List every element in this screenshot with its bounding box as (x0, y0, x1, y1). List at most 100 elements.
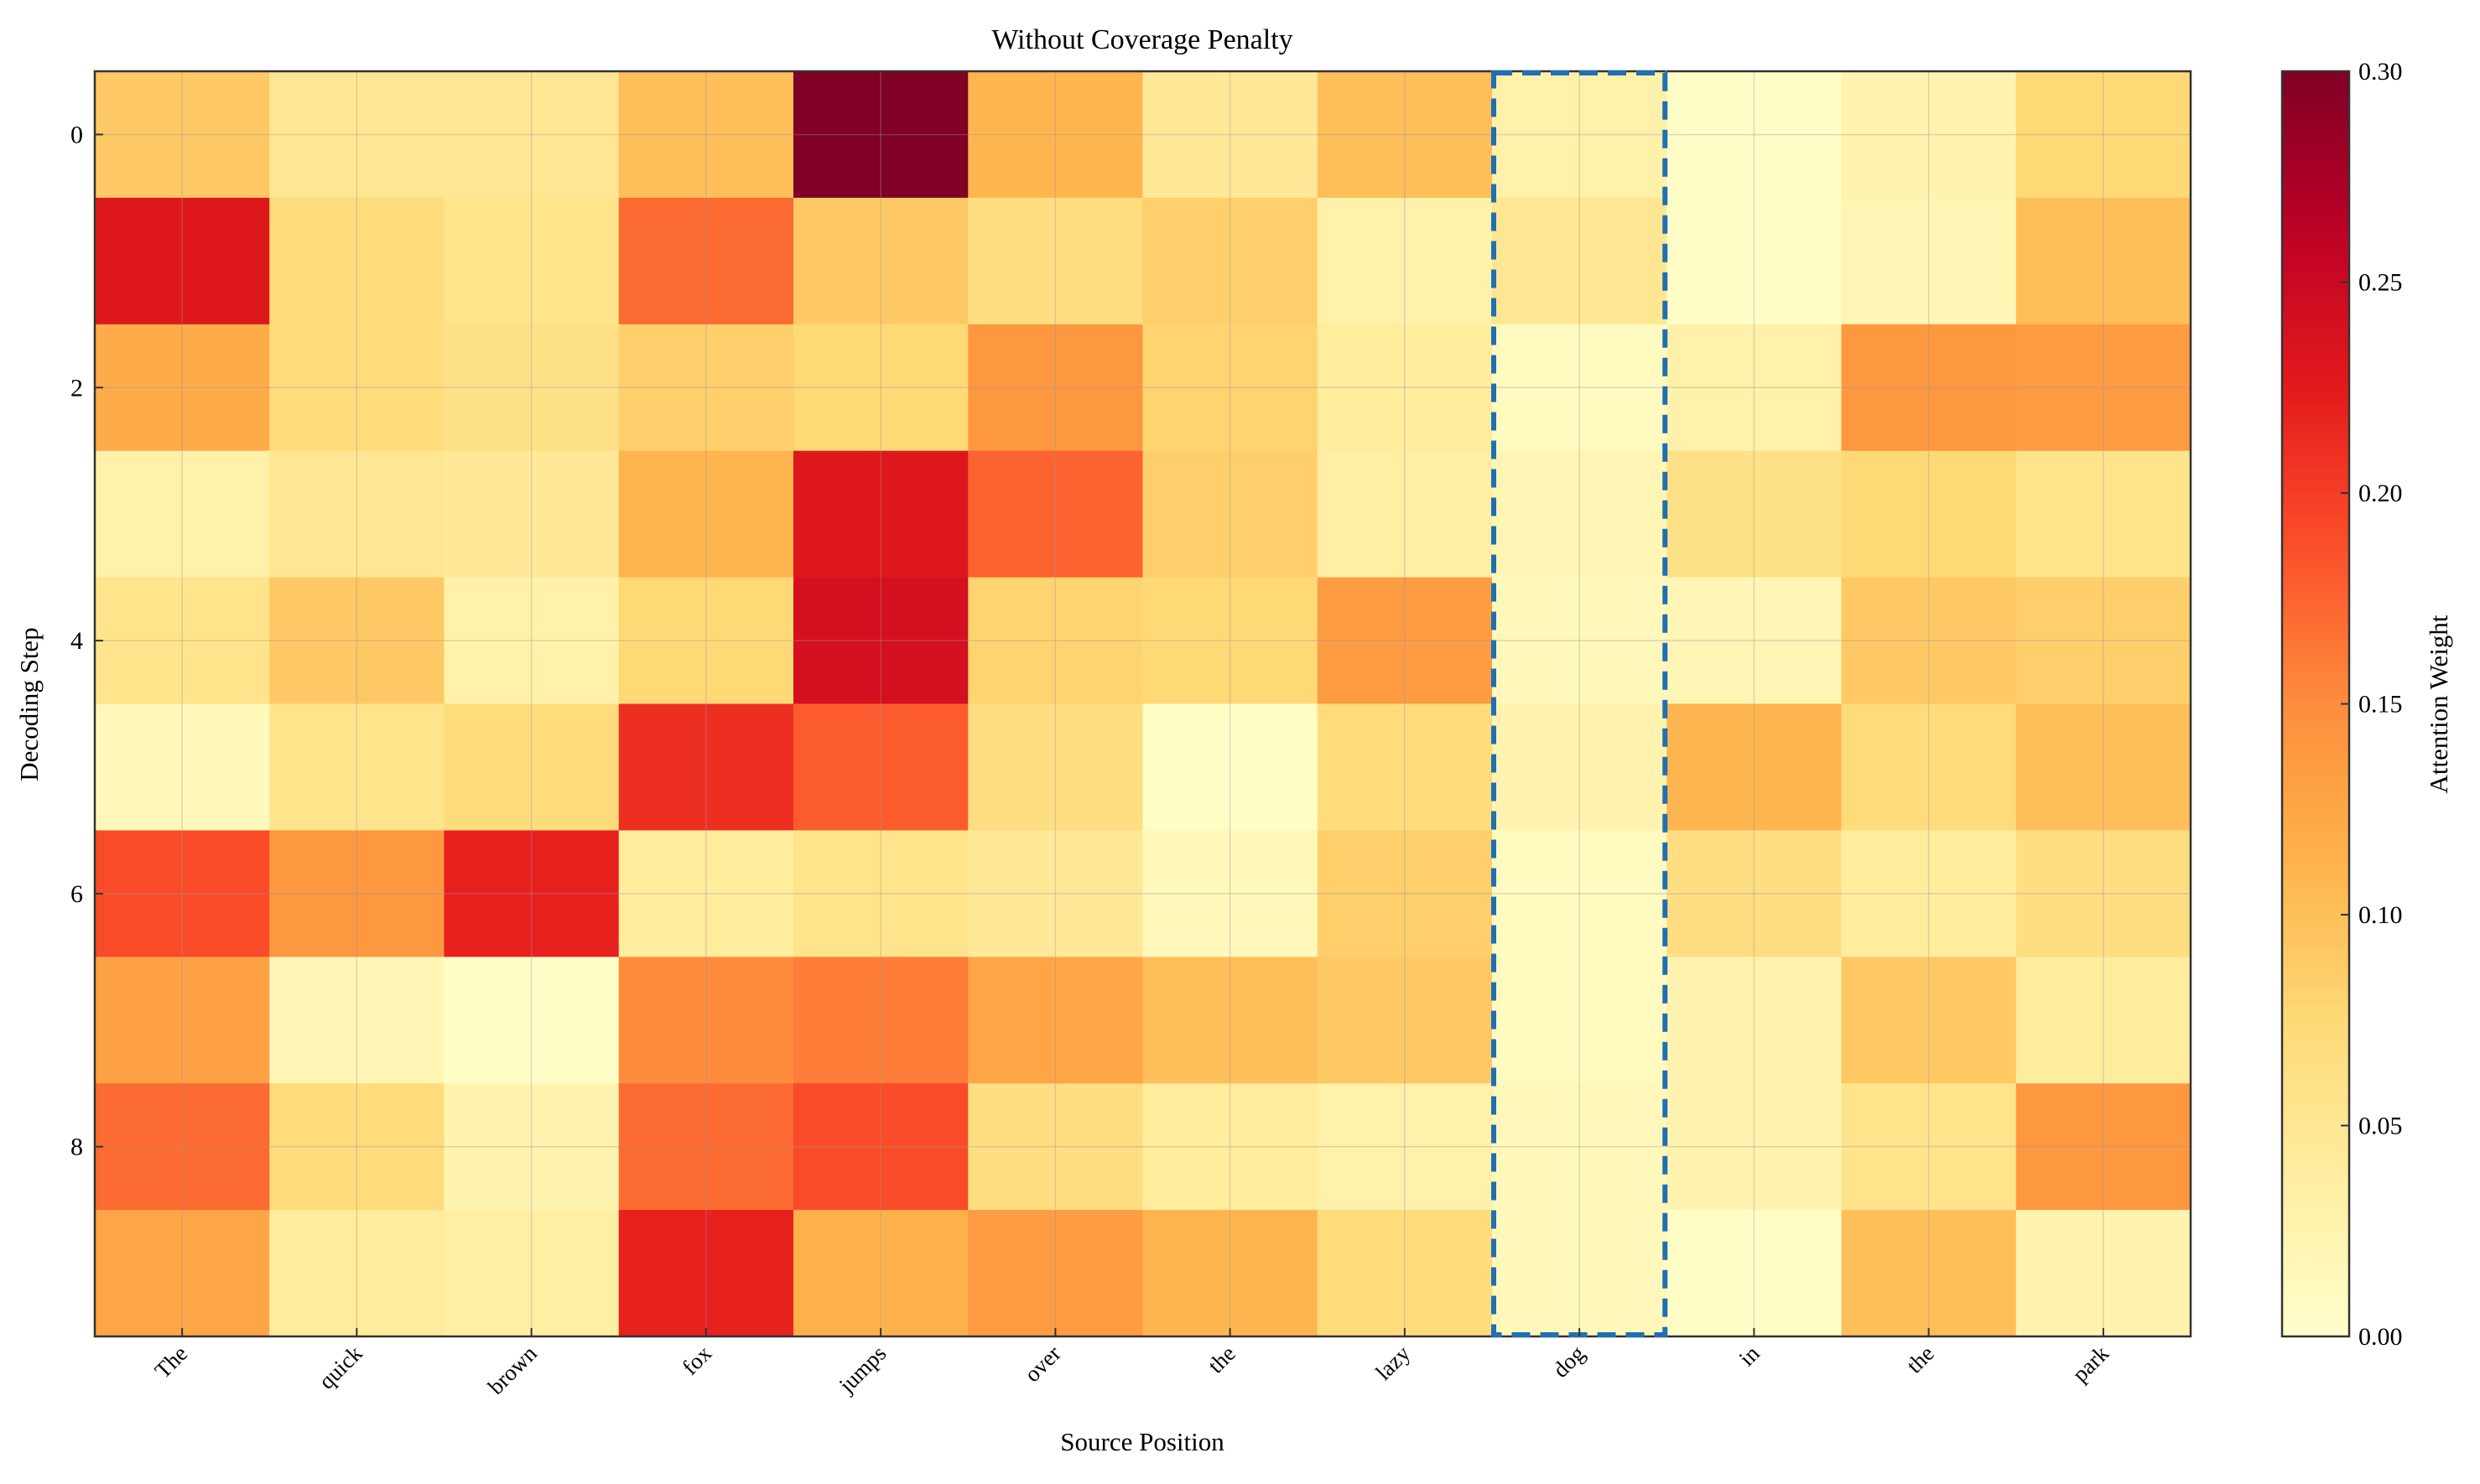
heatmap-cell (1492, 957, 1667, 1084)
colorbar (2280, 70, 2351, 1338)
heatmap-cell (793, 1083, 969, 1211)
heatmap-cell (618, 324, 794, 452)
heatmap-cell (1492, 830, 1667, 957)
heatmap-cell (1841, 1083, 2017, 1211)
x-tick-label: The (149, 1341, 192, 1383)
heatmap-cell (444, 577, 620, 704)
heatmap-cell (1142, 1210, 1318, 1337)
heatmap-cell (793, 324, 969, 452)
heatmap-cell (1666, 703, 1842, 831)
heatmap-cell (95, 1210, 270, 1337)
colorbar-tick-label: 0.00 (2358, 1323, 2403, 1351)
heatmap-cell (1142, 197, 1318, 325)
heatmap-cell (618, 577, 794, 704)
colorbar-ticks: 0.00 0.05 0.10 0.15 0.20 0.25 0.30 (2341, 58, 2403, 1351)
y-tick-label: 6 (70, 880, 83, 908)
heatmap-cell (793, 703, 969, 831)
heatmap-cell (1841, 71, 2017, 199)
heatmap-cell (1666, 450, 1842, 579)
heatmap-cell (2015, 197, 2191, 325)
heatmap-cell (1142, 577, 1318, 704)
heatmap-cell (2015, 450, 2191, 579)
colorbar-tick-label: 0.20 (2358, 480, 2403, 507)
heatmap-cell (793, 197, 969, 325)
plot-frame (93, 70, 2192, 1338)
heatmap-cell (269, 1083, 445, 1211)
heatmap-cell (793, 71, 969, 199)
x-tick-label: fox (677, 1341, 716, 1380)
x-tick-label: brown (483, 1341, 542, 1399)
heatmap-cell (1841, 830, 2017, 957)
heatmap-cell (968, 324, 1143, 452)
heatmap-cell (1317, 703, 1493, 831)
heatmap-cell (2015, 830, 2191, 957)
heatmap-cell (1317, 450, 1493, 579)
heatmap-cell (444, 1083, 620, 1211)
x-tick-label: park (2067, 1341, 2113, 1387)
heatmap-cell (618, 71, 794, 199)
y-tick-label: 0 (70, 121, 83, 148)
heatmap-cell (1142, 324, 1318, 452)
heatmap-cell (269, 577, 445, 704)
x-tick-label: over (1019, 1341, 1065, 1387)
heatmap-cell (1317, 324, 1493, 452)
heatmap-cell (1666, 71, 1842, 199)
heatmap-cell (444, 830, 620, 957)
heatmap-cell (269, 703, 445, 831)
heatmap-cell (444, 71, 620, 199)
heatmap-cell (1142, 450, 1318, 579)
heatmap-cell (95, 1083, 270, 1211)
heatmap-cell (618, 1210, 794, 1337)
heatmap-cell (1317, 197, 1493, 325)
heatmap-cell (1666, 1210, 1842, 1337)
heatmap-cell (1666, 324, 1842, 452)
heatmap-cell (1666, 577, 1842, 704)
heatmap-cell (968, 1083, 1143, 1211)
heatmap-cell (793, 830, 969, 957)
chart-title: Without Coverage Penalty (991, 24, 1292, 55)
heatmap-cell (618, 703, 794, 831)
heatmap-cell (269, 71, 445, 199)
heatmap-cell (444, 197, 620, 325)
heatmap-cell (95, 197, 270, 325)
x-tick-label: the (1901, 1341, 1939, 1378)
y-axis-label: Decoding Step (14, 627, 44, 781)
heatmap-cell (618, 197, 794, 325)
heatmap-cell (1492, 1083, 1667, 1211)
heatmap-cell (1142, 1083, 1318, 1211)
heatmap-cell (269, 1210, 445, 1337)
heatmap-cell (2015, 324, 2191, 452)
heatmap-cell (95, 957, 270, 1084)
heatmap-cell (269, 324, 445, 452)
heatmap-cell (968, 703, 1143, 831)
heatmap-cell (1317, 957, 1493, 1084)
colorbar-tick-label: 0.05 (2358, 1113, 2403, 1140)
heatmap-cell (1317, 1210, 1493, 1337)
heatmap-cell (269, 830, 445, 957)
heatmap-cell (1142, 957, 1318, 1084)
heatmap-cell (2015, 71, 2191, 199)
heatmap-cells (95, 71, 2191, 1337)
heatmap-cell (968, 71, 1143, 199)
heatmap-cell (1666, 197, 1842, 325)
y-axis-ticks: 0 2 4 6 8 (70, 121, 103, 1161)
x-tick-label: dog (1548, 1341, 1590, 1383)
x-tick-label: jumps (834, 1341, 892, 1398)
x-tick-label: lazy (1370, 1341, 1415, 1385)
heatmap-cell (968, 197, 1143, 325)
heatmap-cell (1492, 324, 1667, 452)
heatmap-cell (1841, 577, 2017, 704)
heatmap-cell (1492, 703, 1667, 831)
heatmap-cell (1317, 577, 1493, 704)
heatmap-cell (1492, 197, 1667, 325)
x-tick-label: in (1734, 1341, 1765, 1371)
heatmap-cell (968, 957, 1143, 1084)
y-tick-label: 2 (70, 374, 83, 402)
heatmap-cell (1841, 197, 2017, 325)
heatmap-cell (968, 450, 1143, 579)
heatmap-cell (1666, 957, 1842, 1084)
heatmap-cell (793, 450, 969, 579)
x-tick-label: quick (314, 1341, 367, 1394)
heatmap-cell (2015, 703, 2191, 831)
